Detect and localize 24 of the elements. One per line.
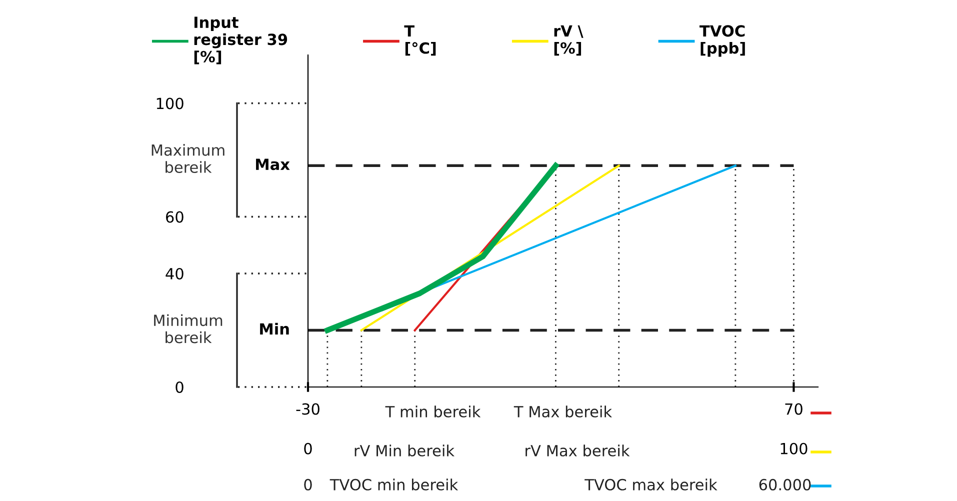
y-tick-label: 40 xyxy=(166,268,184,280)
y-tick-label: 0 xyxy=(176,381,184,394)
text: 0 xyxy=(304,478,312,490)
ref-line-label: Max xyxy=(256,158,290,170)
legend-label: rV \ [%] xyxy=(554,25,584,56)
x2-tick-label: 0 xyxy=(304,442,312,454)
legend-label: TVOC [ppb] xyxy=(700,25,745,57)
text: T min bereik xyxy=(385,406,481,418)
legend-label: Input register 39 [%] xyxy=(194,16,288,64)
text: T Max bereik xyxy=(514,406,612,418)
text: rV Min bereik xyxy=(354,444,454,456)
x2-tick-label: 100 xyxy=(780,442,808,454)
y-tick-label: 60 xyxy=(166,211,184,223)
legend-label: T [°C] xyxy=(404,25,436,56)
x-tick-label: -30 xyxy=(296,403,320,415)
text: TVOC min bereik xyxy=(330,478,458,490)
ref-line-label: Min xyxy=(260,322,289,334)
text: TVOC max bereik xyxy=(584,478,718,490)
text: rV Max bereik xyxy=(526,444,630,456)
text: Maximum bereik xyxy=(152,144,224,173)
x-tick-label: 70 xyxy=(785,403,802,415)
y-tick-label: 100 xyxy=(156,98,184,110)
text: 60.000 xyxy=(759,478,811,490)
text: Minimum bereik xyxy=(154,314,222,344)
